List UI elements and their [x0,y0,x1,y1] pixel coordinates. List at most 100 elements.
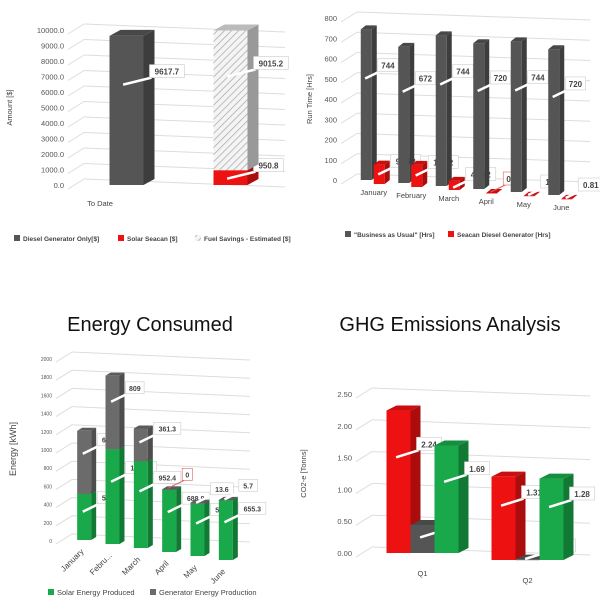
legend-swatch [48,589,54,595]
bar-side [422,160,428,187]
x-tick-label: Q2 [522,576,532,585]
data-label-box [452,64,474,78]
gridline-slant [340,92,358,104]
label-leader [402,83,418,93]
y-tick-label: 2.00 [337,422,352,431]
data-label-box [210,482,234,496]
label-leader [395,449,419,459]
y-tick-label: 600 [44,484,53,490]
bar-top [162,486,182,490]
y-tick-label: 0.0 [54,181,64,190]
bar-front [105,449,120,544]
label-leader [565,189,581,200]
bar-side [147,458,153,548]
gridline-slant [340,112,358,124]
x-tick-label: June [209,567,228,586]
bar-front [360,29,372,181]
y-tick-label: 3000.0 [41,135,64,144]
bar-side [521,37,527,193]
data-label: 361.3 [159,426,177,433]
data-label: 809 [129,386,141,393]
data-label: 720 [569,80,583,89]
y-tick-label: 2000.0 [41,150,64,159]
y-tick-label: 1200 [41,430,52,436]
bar-top [435,31,452,36]
data-label: 2.24 [421,440,437,449]
x-tick-label: Febru... [88,551,114,577]
bar-top [133,425,153,429]
data-label-box [238,479,258,492]
bar-top [105,372,125,376]
data-label: 952.4 [159,475,177,482]
bar-side [534,191,540,196]
label-leader [226,68,256,78]
gridline-slant [67,23,85,35]
y-tick-label: 0 [333,176,337,185]
gridline [371,387,591,397]
y-tick-label: 5000.0 [41,104,64,113]
y-tick-label: 1000.0 [41,166,64,175]
gridline-slant [67,116,85,128]
y-tick-label: 100 [324,156,337,165]
label-leader [439,76,456,86]
data-label-box [569,486,596,501]
x-tick-label: April [153,559,171,577]
y-tick-label: 800 [324,14,337,23]
y-tick-label: 1600 [41,393,52,399]
x-tick-label: March [438,194,459,203]
bar-front [539,478,564,560]
data-label: 950.8 [258,162,279,171]
bar-top [77,427,97,431]
bar-front [486,193,498,194]
label-leader [195,493,214,504]
y-tick-label: 400 [324,95,337,104]
gridline-slant [67,178,85,190]
bar-side [91,427,97,494]
data-label-box [238,501,267,515]
gridline [71,406,251,416]
energy-chart: 0 200 400 600 800 1000 1200 1400 1600 1800 2000 Ene… [8,351,267,597]
gridline-slant [355,387,373,399]
legend-label: Fuel Savings - Estimated [$] [204,236,291,243]
data-label: 9015.2 [259,59,284,68]
bar-front [218,500,233,560]
gridline-slant [55,369,73,381]
label-leader [138,482,157,493]
bar-top [373,160,390,165]
bar-top [510,37,527,42]
data-label: 0 [506,175,511,184]
gridline-slant [67,70,85,81]
y-tick-label: 200 [324,136,337,145]
bar-side [484,39,490,190]
label-leader [364,70,381,80]
bar-side [204,500,210,556]
bar-front [448,180,460,190]
x-tick-label: April [479,197,494,206]
gridline-slant [55,424,73,436]
bar-front [561,198,573,200]
gridline [71,387,251,397]
gridline-slant [67,85,85,97]
runtime-chart: 0 100 200 300 400 500 600 700 800 Run Time [Hrs] 7… [305,11,600,239]
bar-top [491,471,526,477]
gridline-slant [355,419,373,431]
label-leader [223,513,242,524]
y-tick-label: 1000 [41,448,52,454]
bar-front [133,428,148,462]
x-tick-label: June [553,203,569,212]
legend-label: Generator Energy Production [159,588,257,597]
bar-side [371,25,377,181]
bar-side [458,440,469,553]
gridline-slant [340,72,358,84]
y-tick-label: 1800 [41,375,52,381]
label-leader [500,497,524,507]
data-label: 744 [531,74,545,83]
gridline-slant [67,147,85,159]
data-label-box [153,471,182,484]
bar-side [515,471,526,560]
gridline-slant [355,514,373,526]
gridline-slant [340,173,358,185]
y-tick-label: 6000.0 [41,88,64,97]
y-tick-label: 0 [49,539,52,545]
